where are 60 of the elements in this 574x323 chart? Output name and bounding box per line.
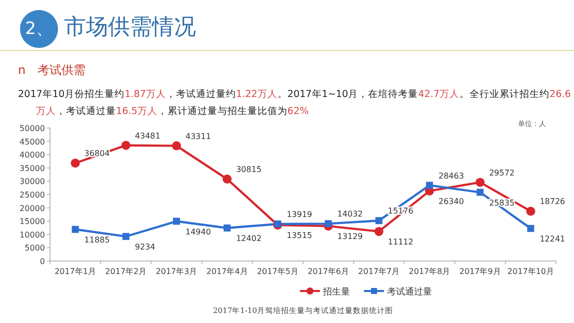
- text: 2017年10月份招生量约1.87万人，考试通过量约1.22万人。2017年1~10月，在培待考量42.7万人。全行业累计招生约26.6万人，考试通过量16.5万人，累计通过量与招生量比值为62%: [18, 89, 571, 117]
- point: [527, 224, 534, 232]
- x-tick-label: 2017年10月: [507, 267, 554, 276]
- point: [122, 232, 130, 240]
- x-tick-label: 2017年3月: [156, 267, 198, 276]
- x-tick-label: 2017年5月: [256, 267, 298, 276]
- chart-subtitle: n 考试供需: [18, 62, 86, 79]
- point: [374, 226, 384, 236]
- x-tick-label: 2017年6月: [308, 267, 350, 276]
- y-tick-label: 0: [40, 257, 45, 266]
- data-label: 28463: [438, 171, 464, 180]
- legend-label: 考试通过量: [387, 286, 432, 298]
- data-label: 29572: [489, 168, 515, 178]
- point: [426, 182, 433, 189]
- data-label: 43481: [134, 131, 160, 140]
- legend-label: 招生量: [322, 286, 350, 298]
- point: [70, 158, 80, 168]
- point: [274, 220, 282, 228]
- data-label: 12241: [540, 234, 566, 244]
- y-tick-label: 20000: [20, 204, 45, 213]
- point: [121, 140, 130, 150]
- x-tick-label: 2017年4月: [206, 267, 248, 276]
- point: [222, 174, 232, 184]
- data-label: 14940: [186, 227, 211, 236]
- data-label: 11112: [388, 237, 414, 246]
- x-tick-label: 2017年9月: [459, 267, 501, 276]
- data-label: 30815: [236, 165, 262, 174]
- y-tick-label: 10000: [20, 230, 45, 240]
- data-label: 12402: [236, 234, 262, 244]
- x-tick-label: 2017年8月: [408, 267, 450, 276]
- y-tick-label: 35000: [20, 164, 45, 173]
- y-tick-label: 45000: [20, 137, 45, 146]
- data-label: 26340: [438, 196, 464, 206]
- data-label: 18726: [540, 197, 566, 206]
- point: [526, 206, 536, 216]
- point: [375, 217, 382, 224]
- y-tick-label: 15000: [20, 217, 45, 226]
- data-label: 9234: [134, 242, 156, 252]
- y-tick-label: 5000: [24, 244, 45, 253]
- point: [224, 224, 231, 232]
- x-tick-label: 2017年2月: [105, 267, 147, 276]
- data-label: 13129: [337, 232, 363, 242]
- y-tick-label: 40000: [20, 150, 45, 160]
- data-label: 11885: [84, 235, 110, 244]
- data-label: 43311: [186, 132, 211, 141]
- point: [172, 141, 181, 150]
- x-tick-label: 2017年7月: [358, 267, 400, 276]
- data-label: 13515: [286, 231, 312, 240]
- point: [72, 226, 79, 233]
- y-tick-label: 30000: [20, 177, 45, 186]
- point: [324, 220, 332, 228]
- y-tick-label: 50000: [20, 124, 45, 133]
- data-label: 13919: [286, 210, 312, 219]
- chart-title: 2、市场供需情况: [24, 14, 196, 42]
- data-label: 14032: [337, 210, 363, 219]
- point: [476, 178, 485, 187]
- y-tick-label: 25000: [20, 190, 45, 200]
- x-tick-label: 2017年1月: [54, 267, 96, 276]
- point: [173, 218, 180, 225]
- point: [476, 188, 484, 196]
